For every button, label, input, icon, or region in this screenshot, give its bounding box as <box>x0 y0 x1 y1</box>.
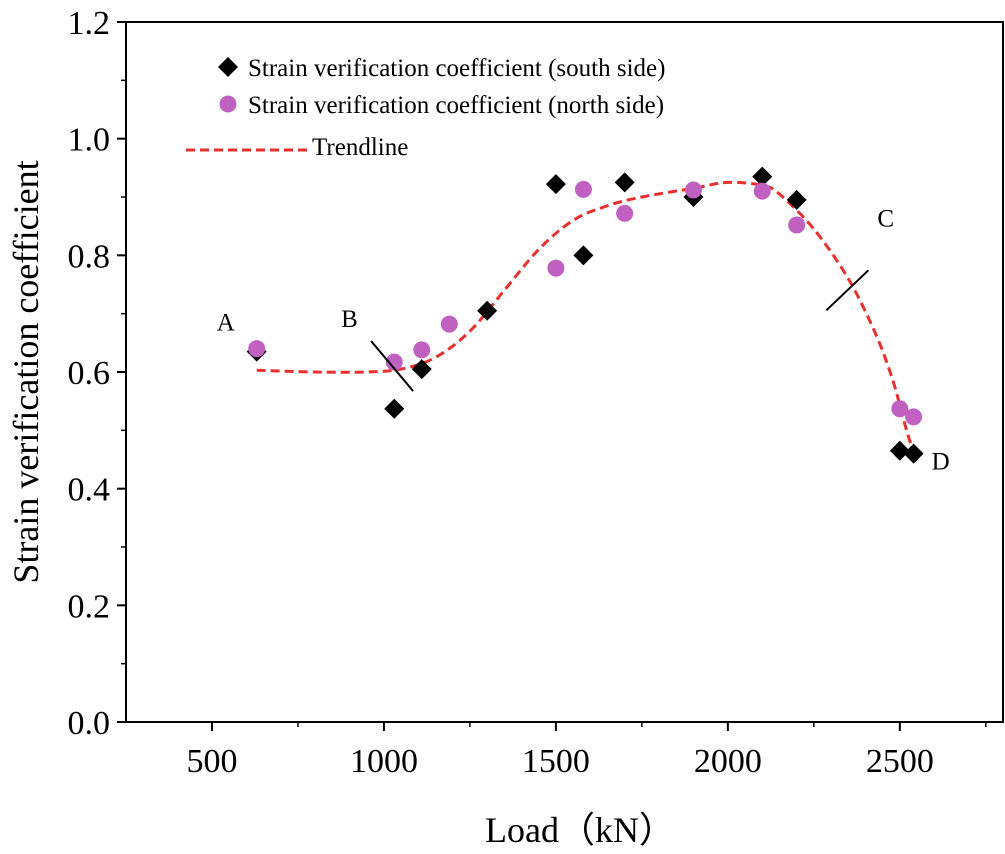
north-side-point <box>616 204 634 222</box>
south-side-point <box>384 398 405 419</box>
south-side-point <box>573 245 594 266</box>
annotation-label-c: C <box>877 205 894 232</box>
north-side-point <box>248 340 266 358</box>
stage-boundary-mark-b <box>370 340 414 392</box>
south-side-point <box>786 189 807 210</box>
y-tick-label: 0.4 <box>68 472 111 509</box>
south-side-point <box>614 172 635 193</box>
legend-marker-north <box>219 95 237 113</box>
north-side-point <box>905 408 923 426</box>
south-side-point <box>477 300 498 321</box>
x-tick-label: 2500 <box>866 743 934 780</box>
north-side-point <box>440 315 458 333</box>
y-axis-title: Strain verification coefficient <box>6 160 46 583</box>
y-tick-label: 0.0 <box>68 705 111 742</box>
annotations: A B C D <box>217 205 950 475</box>
legend-marker-south <box>218 57 238 77</box>
y-tick-label: 0.6 <box>68 355 111 392</box>
south-side-point <box>889 440 910 461</box>
axis-ticks: 500 1000 1500 2000 2500 0.0 0.2 0.4 0.6 0.8 1.0 1.2 <box>68 5 987 780</box>
x-tick-label: 500 <box>186 743 237 780</box>
north-side-point <box>788 216 806 234</box>
north-side-point <box>385 353 403 371</box>
x-tick-label: 2000 <box>694 743 762 780</box>
annotation-label-a: A <box>217 310 235 337</box>
x-axis-title: Load（kN） <box>485 810 675 850</box>
y-tick-label: 0.2 <box>68 588 111 625</box>
plot-frame <box>125 21 1004 723</box>
north-side-point <box>891 400 909 418</box>
x-tick-label: 1500 <box>522 743 590 780</box>
data-points <box>246 166 924 464</box>
plot-axes <box>125 21 1004 723</box>
stage-boundary-mark-c <box>825 269 870 312</box>
annotation-label-d: D <box>932 449 950 476</box>
south-side-point <box>411 359 432 380</box>
legend-label: Strain verification coefficient (south s… <box>248 55 665 82</box>
legend-label: Strain verification coefficient (north s… <box>248 92 664 119</box>
north-side-point <box>413 341 431 359</box>
north-side-point <box>684 181 702 199</box>
y-tick-label: 1.0 <box>68 122 111 159</box>
north-side-point <box>547 259 565 277</box>
north-side-point <box>574 180 592 198</box>
x-tick-label: 1000 <box>350 743 418 780</box>
legend-label: Trendline <box>312 134 408 161</box>
y-tick-label: 0.8 <box>68 238 111 275</box>
south-side-point <box>903 443 924 464</box>
legend: Strain verification coefficient (south s… <box>186 55 665 161</box>
y-tick-label: 1.2 <box>68 5 111 42</box>
north-side-point <box>753 182 771 200</box>
south-side-point <box>545 174 566 195</box>
annotation-label-b: B <box>341 306 358 333</box>
south-side-point <box>752 166 773 187</box>
